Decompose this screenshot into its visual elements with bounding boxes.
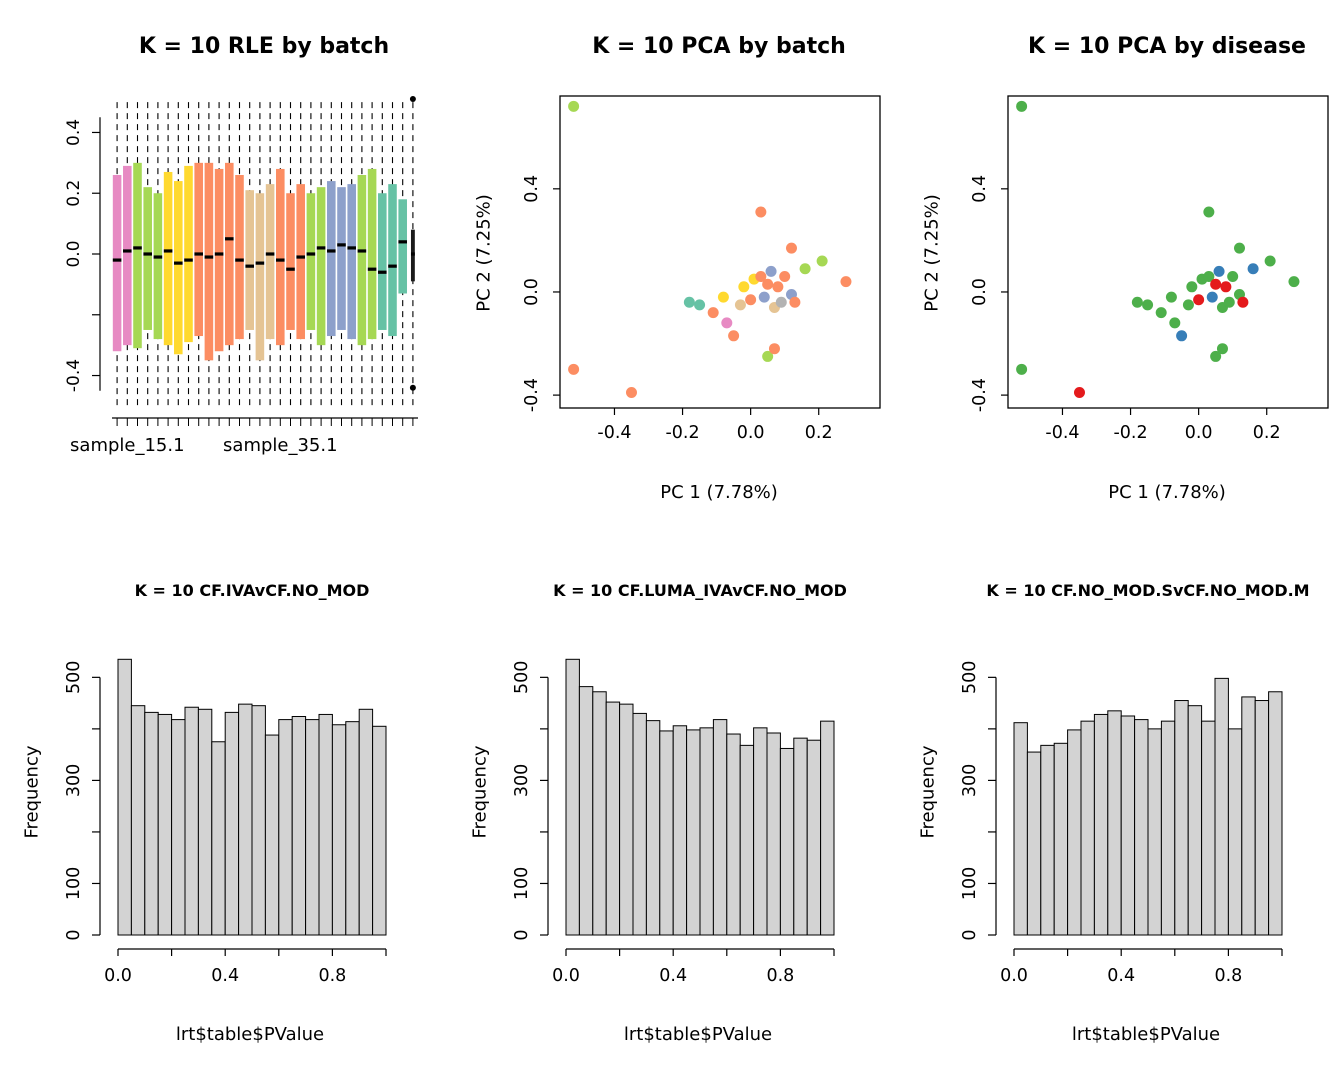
y-axis: -0.4 0.0 0.4	[970, 175, 1008, 412]
y-axis: -0.4 0.0 0.2 0.4	[64, 117, 101, 392]
svg-text:0.8: 0.8	[318, 966, 346, 986]
histogram-bars	[1013, 677, 1283, 936]
svg-text:0: 0	[64, 929, 84, 940]
svg-text:sample_15.1: sample_15.1	[70, 435, 185, 456]
svg-text:0.4: 0.4	[522, 175, 542, 203]
svg-text:0.0: 0.0	[970, 278, 990, 306]
hist3-plot-title: K = 10 CF.NO_MOD.SvCF.NO_MOD.M	[986, 581, 1310, 600]
panel-hist-no-mod: K = 10 CF.NO_MOD.SvCF.NO_MOD.M Frequency…	[896, 537, 1344, 1075]
x-axis: 0.0 0.4 0.8	[104, 948, 387, 986]
panel-hist-luma-ivavcf: K = 10 CF.LUMA_IVAvCF.NO_MOD Frequency l…	[448, 537, 896, 1075]
panel-rle-by-batch: K = 10 RLE by batch -0.4 0.0 0.2 0.4 sample_…	[0, 0, 448, 537]
svg-text:0.0: 0.0	[104, 966, 132, 986]
y-axis: 0 100 300 500	[64, 661, 101, 941]
scatter-points	[568, 100, 852, 399]
hist1-canvas: 0 100 300 500 0.0 0.4 0.8	[64, 658, 387, 986]
hist1-x-axis-label: lrt$table$PValue	[175, 1024, 325, 1045]
svg-text:300: 300	[64, 764, 84, 797]
svg-text:500: 500	[64, 661, 84, 694]
svg-text:0.4: 0.4	[64, 119, 84, 146]
pca-batch-x-axis-label: PC 1 (7.78%)	[660, 482, 778, 503]
svg-text:-0.4: -0.4	[1045, 423, 1079, 443]
histogram-bars	[117, 658, 387, 936]
rle-boxplot-canvas: -0.4 0.0 0.2 0.4 sample_15.1 sample_35.1	[64, 96, 418, 456]
svg-text:-0.4: -0.4	[64, 359, 84, 392]
hist2-canvas: 0 100 300 500 0.0 0.4 0.8	[512, 658, 835, 986]
svg-text:500: 500	[512, 661, 532, 694]
svg-text:0.0: 0.0	[737, 423, 765, 443]
y-axis: 0 100 300 500	[960, 661, 997, 941]
svg-text:0.2: 0.2	[805, 423, 833, 443]
x-axis: 0.0 0.4 0.8	[1000, 948, 1283, 986]
y-axis: -0.4 0.0 0.4	[522, 175, 560, 412]
svg-text:0.0: 0.0	[552, 966, 580, 986]
svg-text:0: 0	[512, 929, 532, 940]
x-axis: 0.0 0.4 0.8	[552, 948, 835, 986]
x-axis: -0.4 -0.2 0.0 0.2	[1045, 408, 1281, 443]
rle-plot-title: K = 10 RLE by batch	[138, 34, 390, 59]
scatter-points	[1016, 100, 1300, 399]
svg-text:0.2: 0.2	[64, 180, 84, 207]
svg-text:-0.2: -0.2	[1113, 423, 1147, 443]
hist3-canvas: 0 100 300 500 0.0 0.4 0.8	[960, 661, 1283, 986]
svg-text:100: 100	[960, 867, 980, 900]
hist2-x-axis-label: lrt$table$PValue	[623, 1024, 773, 1045]
svg-text:0.0: 0.0	[1185, 423, 1213, 443]
panel-pca-by-disease: K = 10 PCA by disease PC 2 (7.25%) PC 1 …	[896, 0, 1344, 537]
svg-text:0.8: 0.8	[1214, 966, 1242, 986]
x-axis: sample_15.1 sample_35.1	[70, 417, 418, 456]
svg-text:0: 0	[960, 929, 980, 940]
svg-text:0.0: 0.0	[1000, 966, 1028, 986]
svg-text:300: 300	[960, 764, 980, 797]
pca-disease-scatter-canvas: -0.4 -0.2 0.0 0.2 -0.4 0.0 0.4	[970, 95, 1329, 443]
svg-text:0.0: 0.0	[522, 278, 542, 306]
svg-text:-0.4: -0.4	[522, 378, 542, 412]
svg-text:sample_35.1: sample_35.1	[223, 435, 338, 456]
svg-text:0.4: 0.4	[211, 966, 239, 986]
pca-disease-x-axis-label: PC 1 (7.78%)	[1108, 482, 1226, 503]
plot-frame	[559, 95, 881, 409]
hist1-plot-title: K = 10 CF.IVAvCF.NO_MOD	[134, 581, 370, 600]
panel-pca-by-batch: K = 10 PCA by batch PC 2 (7.25%) PC 1 (7…	[448, 0, 896, 537]
hist3-x-axis-label: lrt$table$PValue	[1071, 1024, 1221, 1045]
svg-text:0.4: 0.4	[1107, 966, 1135, 986]
svg-text:300: 300	[512, 764, 532, 797]
x-axis: -0.4 -0.2 0.0 0.2	[597, 408, 833, 443]
svg-text:100: 100	[64, 867, 84, 900]
svg-text:0.4: 0.4	[659, 966, 687, 986]
boxplot-data	[112, 96, 416, 406]
svg-text:-0.4: -0.4	[970, 378, 990, 412]
svg-text:0.2: 0.2	[1253, 423, 1281, 443]
svg-text:0.4: 0.4	[970, 175, 990, 203]
plot-frame	[1007, 95, 1329, 409]
svg-text:500: 500	[960, 661, 980, 694]
svg-text:0.0: 0.0	[64, 240, 84, 267]
svg-text:0.8: 0.8	[766, 966, 794, 986]
svg-text:-0.2: -0.2	[665, 423, 699, 443]
histogram-bars	[565, 658, 835, 936]
pca-batch-scatter-canvas: -0.4 -0.2 0.0 0.2 -0.4 0.0 0.4	[522, 95, 881, 443]
y-axis: 0 100 300 500	[512, 661, 549, 941]
svg-text:100: 100	[512, 867, 532, 900]
pca-batch-plot-title: K = 10 PCA by batch	[592, 34, 846, 59]
hist2-plot-title: K = 10 CF.LUMA_IVAvCF.NO_MOD	[553, 581, 847, 600]
pca-disease-plot-title: K = 10 PCA by disease	[1028, 34, 1306, 59]
svg-text:-0.4: -0.4	[597, 423, 631, 443]
panel-hist-ivavcf: K = 10 CF.IVAvCF.NO_MOD Frequency lrt$ta…	[0, 537, 448, 1075]
